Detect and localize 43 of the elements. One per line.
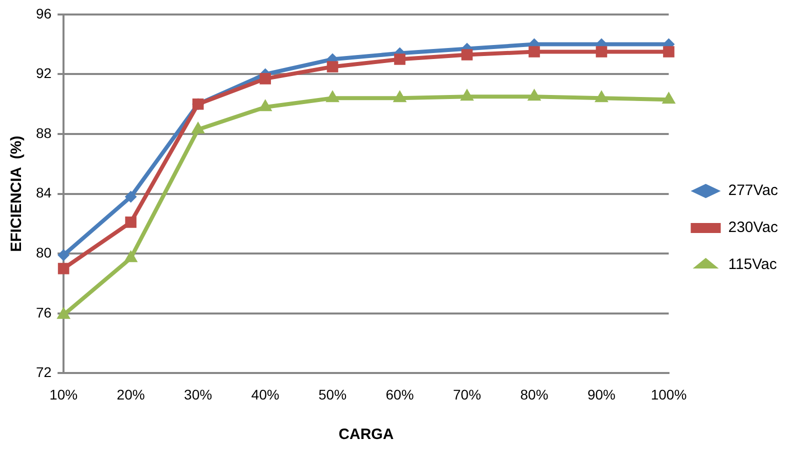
point <box>58 262 70 274</box>
point <box>56 306 70 319</box>
point <box>461 49 473 60</box>
y-axis-title: EFICIENCIA (%) <box>8 136 26 252</box>
legend-label: 277Vac <box>728 182 778 200</box>
x-tick-label: 20% <box>116 386 145 402</box>
y-tick-label: 88 <box>36 124 52 141</box>
x-tick-label: 50% <box>318 386 347 402</box>
x-tick-label: 80% <box>520 386 548 402</box>
point <box>663 46 674 58</box>
point <box>326 61 338 72</box>
point <box>528 46 540 58</box>
y-tick-label: 92 <box>36 65 52 82</box>
point <box>527 88 542 101</box>
point <box>596 46 608 58</box>
point <box>58 249 70 262</box>
x-tick-label: 70% <box>453 386 482 402</box>
point <box>594 90 608 102</box>
legend-label: 230Vac <box>728 219 778 236</box>
point <box>662 92 676 104</box>
x-tick-label: 40% <box>251 386 280 402</box>
point <box>125 216 136 228</box>
x-tick-label: 30% <box>184 386 212 402</box>
point <box>258 99 272 112</box>
legend-label: 115Vac <box>728 256 778 274</box>
x-tick-label: 100% <box>650 386 687 402</box>
point <box>326 90 340 102</box>
y-tick-label: 72 <box>36 364 52 380</box>
y-tick-label: 96 <box>36 5 52 22</box>
point <box>124 190 137 203</box>
x-tick-label: 60% <box>386 386 414 402</box>
y-tick-label: 80 <box>36 244 52 260</box>
x-axis-title: CARGA <box>338 426 394 444</box>
point <box>460 88 474 101</box>
point <box>392 90 407 102</box>
x-tick-label: 90% <box>587 386 616 402</box>
y-tick-label: 76 <box>36 304 52 320</box>
point <box>191 122 205 134</box>
y-tick-label: 84 <box>36 184 52 201</box>
x-tick-label: 10% <box>50 386 78 402</box>
point <box>124 250 138 262</box>
point <box>394 54 406 65</box>
point <box>260 73 271 84</box>
